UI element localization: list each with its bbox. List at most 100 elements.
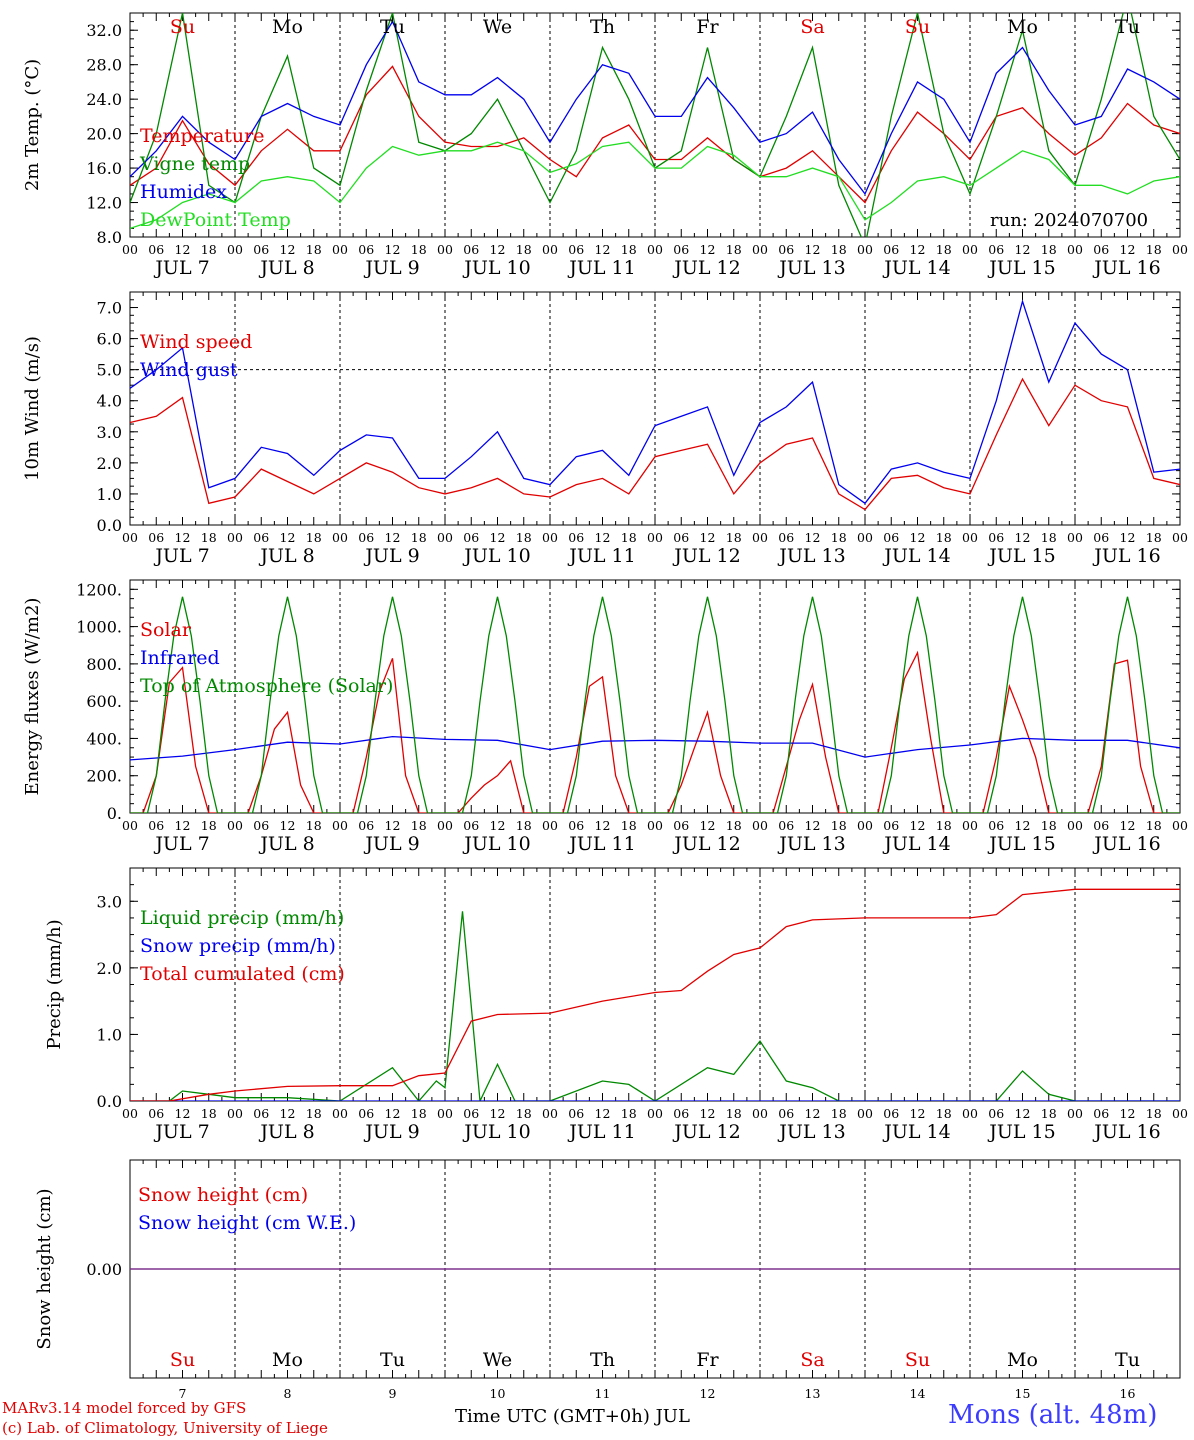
y-tick-label: 28.0 <box>86 56 122 75</box>
x-hour-label: 18 <box>831 818 847 833</box>
x-hour-label: 06 <box>148 530 164 545</box>
x-hour-label: 06 <box>253 818 269 833</box>
x-date-label: JUL 9 <box>363 257 419 279</box>
x-date-label: JUL 13 <box>777 1121 845 1143</box>
series-line-1 <box>130 377 1180 511</box>
legend-entry-1: Solar <box>140 619 192 641</box>
x-hour-label: 12 <box>700 242 716 257</box>
y-tick-label: 0.00 <box>86 1260 122 1279</box>
y-tick-label: 20.0 <box>86 125 122 144</box>
series-line-1 <box>130 65 1180 204</box>
x-hour-label: 18 <box>831 530 847 545</box>
x-date-label: JUL 9 <box>363 545 419 567</box>
x-hour-label: 00 <box>437 242 453 257</box>
x-hour-label: 00 <box>332 818 348 833</box>
y-tick-label: 2.0 <box>97 959 122 978</box>
day-number-label: 13 <box>805 1386 821 1401</box>
x-hour-label: 18 <box>411 530 427 545</box>
x-hour-label: 18 <box>726 818 742 833</box>
x-hour-label: 18 <box>1041 818 1057 833</box>
legend-entry-2: Vigne temp <box>139 153 250 175</box>
x-date-label: JUL 7 <box>153 545 209 567</box>
x-hour-label: 12 <box>700 1106 716 1121</box>
y-axis-label: Precip (mm/h) <box>44 919 65 1049</box>
y-axis-label: Snow height (cm) <box>34 1188 55 1349</box>
x-hour-label: 06 <box>568 1106 584 1121</box>
x-hour-label: 12 <box>910 242 926 257</box>
panel-2 <box>129 291 1181 526</box>
day-number-label: 12 <box>700 1386 716 1401</box>
x-hour-label: 18 <box>1146 530 1162 545</box>
x-hour-label: 00 <box>752 818 768 833</box>
x-date-label: JUL 10 <box>462 833 530 855</box>
x-hour-label: 06 <box>1093 1106 1109 1121</box>
x-date-label: JUL 11 <box>567 833 635 855</box>
x-date-label: JUL 14 <box>882 1121 950 1143</box>
y-tick-label: 24.0 <box>86 90 122 109</box>
legend-entry-3: Top of Atmosphere (Solar) <box>140 675 393 697</box>
x-hour-label: 06 <box>358 818 374 833</box>
x-hour-label: 00 <box>227 1106 243 1121</box>
x-hour-label: 06 <box>463 1106 479 1121</box>
y-tick-label: 6.0 <box>97 330 122 349</box>
x-hour-label: 00 <box>647 818 663 833</box>
x-hour-label: 00 <box>542 530 558 545</box>
x-hour-label: 12 <box>175 530 191 545</box>
x-hour-label: 18 <box>726 1106 742 1121</box>
y-tick-label: 0.0 <box>97 1092 122 1111</box>
x-hour-label: 06 <box>253 1106 269 1121</box>
x-hour-label: 06 <box>148 818 164 833</box>
x-hour-label: 18 <box>411 1106 427 1121</box>
credit-block: MARv3.14 model forced by GFS (c) Lab. of… <box>2 1398 328 1438</box>
x-hour-label: 18 <box>621 242 637 257</box>
x-hour-label: 06 <box>358 530 374 545</box>
y-tick-label: 1.0 <box>97 485 122 504</box>
x-hour-label: 00 <box>227 242 243 257</box>
legend-entry-4: DewPoint Temp <box>140 209 291 231</box>
x-hour-label: 00 <box>122 530 138 545</box>
legend-entry-2: Wind gust <box>140 359 238 381</box>
weekday-label-bottom: Su <box>170 1349 195 1371</box>
legend-entry-2: Infrared <box>140 647 220 669</box>
station-name: Mons (alt. 48m) <box>948 1400 1158 1430</box>
x-hour-label: 18 <box>516 242 532 257</box>
x-hour-label: 00 <box>962 818 978 833</box>
x-hour-label: 06 <box>463 530 479 545</box>
panel-3 <box>129 579 1181 814</box>
x-hour-label: 06 <box>358 1106 374 1121</box>
x-hour-label: 12 <box>280 1106 296 1121</box>
x-hour-label: 18 <box>306 1106 322 1121</box>
x-hour-label: 12 <box>595 242 611 257</box>
x-hour-label: 06 <box>988 242 1004 257</box>
x-hour-label: 00 <box>1172 818 1188 833</box>
x-hour-label: 06 <box>253 242 269 257</box>
weekday-label-top: Mo <box>272 16 303 38</box>
x-hour-label: 06 <box>148 242 164 257</box>
x-hour-label: 00 <box>1067 530 1083 545</box>
y-tick-label: 800. <box>86 655 122 674</box>
panel-4 <box>129 867 1181 1102</box>
y-tick-label: 3.0 <box>97 423 122 442</box>
series-line-4 <box>130 141 1180 230</box>
x-hour-label: 18 <box>201 242 217 257</box>
x-date-label: JUL 11 <box>567 1121 635 1143</box>
day-number-label: 15 <box>1015 1386 1031 1401</box>
x-hour-label: 06 <box>568 242 584 257</box>
run-label: run: 2024070700 <box>990 210 1149 231</box>
x-hour-label: 00 <box>1067 818 1083 833</box>
x-hour-label: 00 <box>332 242 348 257</box>
x-hour-label: 00 <box>542 818 558 833</box>
x-hour-label: 18 <box>726 530 742 545</box>
x-hour-label: 18 <box>411 242 427 257</box>
x-hour-label: 00 <box>332 1106 348 1121</box>
x-date-label: JUL 8 <box>258 545 314 567</box>
x-date-label: JUL 13 <box>777 545 845 567</box>
x-hour-label: 00 <box>437 530 453 545</box>
x-hour-label: 18 <box>1041 1106 1057 1121</box>
x-date-label: JUL 8 <box>258 257 314 279</box>
series-line-2 <box>130 298 1180 505</box>
x-hour-label: 00 <box>1172 1106 1188 1121</box>
x-hour-label: 18 <box>831 1106 847 1121</box>
x-hour-label: 12 <box>490 1106 506 1121</box>
day-number-label: 16 <box>1120 1386 1136 1401</box>
